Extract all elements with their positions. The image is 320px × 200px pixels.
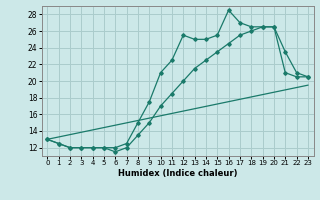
X-axis label: Humidex (Indice chaleur): Humidex (Indice chaleur) [118,169,237,178]
